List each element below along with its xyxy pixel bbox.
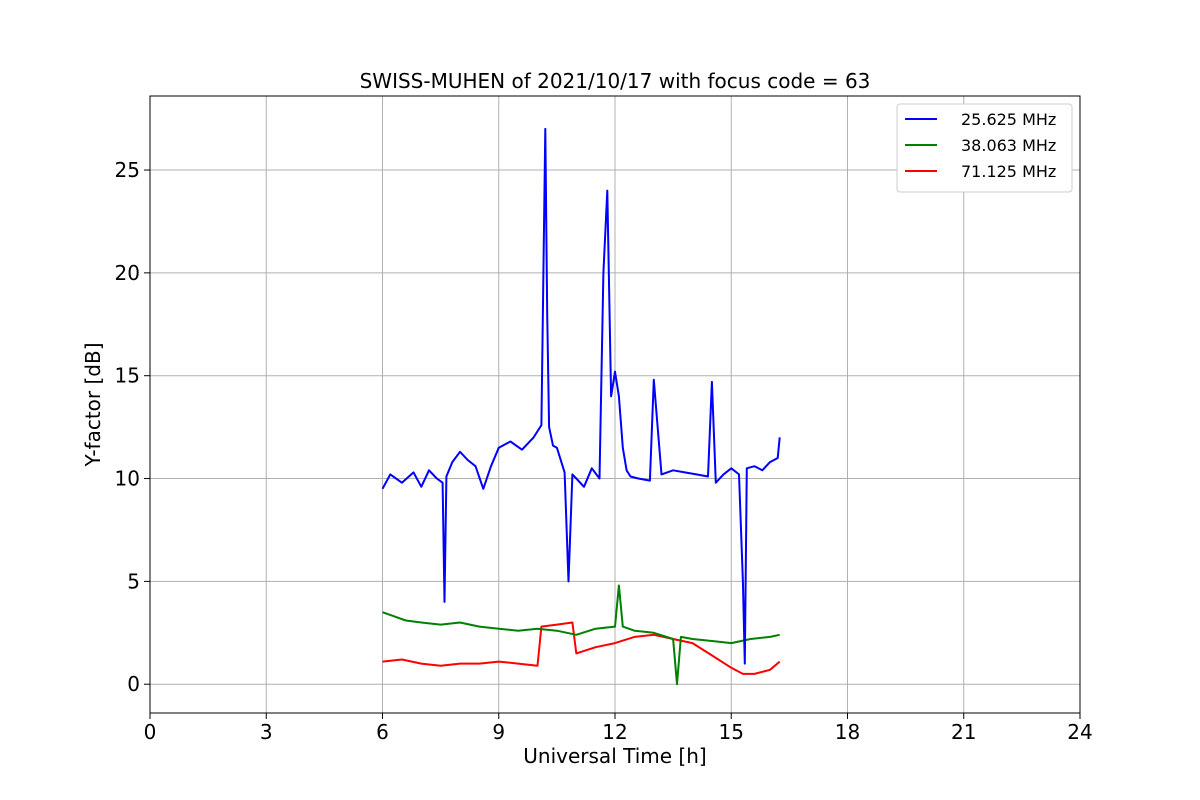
y-tick-label: 25 (115, 158, 140, 182)
x-tick-label: 3 (260, 720, 273, 744)
y-axis-label: Y-factor [dB] (81, 342, 105, 467)
x-tick-label: 15 (719, 720, 744, 744)
x-tick-label: 6 (376, 720, 389, 744)
series-layer (381, 127, 781, 686)
chart-title: SWISS-MUHEN of 2021/10/17 with focus cod… (360, 69, 871, 93)
y-tick-label: 10 (115, 467, 140, 491)
x-tick-label: 18 (835, 720, 860, 744)
x-tick-label: 9 (492, 720, 505, 744)
y-tick-label: 0 (127, 672, 140, 696)
x-tick-label: 21 (951, 720, 976, 744)
series-line-1 (382, 584, 780, 686)
x-axis-label: Universal Time [h] (523, 744, 706, 768)
legend: 25.625 MHz 38.063 MHz 71.125 MHz (896, 103, 1073, 193)
series-line-0 (381, 127, 781, 665)
x-tick-label: 24 (1067, 720, 1092, 744)
y-tick-label: 5 (127, 569, 140, 593)
legend-box (896, 103, 1073, 193)
legend-entry-label: 25.625 MHz (961, 110, 1056, 129)
legend-entry-label: 71.125 MHz (961, 162, 1056, 181)
y-tick-label: 15 (115, 364, 140, 388)
series-line-2 (382, 621, 781, 675)
legend-entry-label: 38.063 MHz (961, 136, 1056, 155)
y-tick-label: 20 (115, 261, 140, 285)
tick-layer: 0 3 6 9 12 15 18 21 24 0 5 10 15 20 25 (115, 158, 1093, 744)
x-tick-label: 12 (602, 720, 627, 744)
x-tick-label: 0 (144, 720, 157, 744)
